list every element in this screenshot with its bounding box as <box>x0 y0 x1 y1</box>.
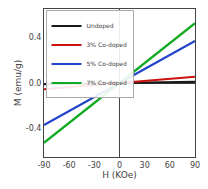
svg-text:90: 90 <box>190 161 200 170</box>
svg-text:30: 30 <box>140 161 150 170</box>
svg-text:0: 0 <box>117 161 122 170</box>
svg-text:H (KOe): H (KOe) <box>102 170 137 180</box>
svg-text:7% Co-doped: 7% Co-doped <box>87 79 128 87</box>
svg-text:-90: -90 <box>37 161 50 170</box>
svg-text:60: 60 <box>165 161 175 170</box>
svg-text:Undoped: Undoped <box>87 22 114 30</box>
svg-text:5% Co-doped: 5% Co-doped <box>87 60 128 68</box>
svg-text:3% Co-doped: 3% Co-doped <box>87 41 128 49</box>
svg-text:M (emu/g): M (emu/g) <box>13 60 23 106</box>
svg-text:0.0: 0.0 <box>29 79 42 88</box>
svg-text:0.4: 0.4 <box>29 33 42 42</box>
svg-text:-30: -30 <box>88 161 101 170</box>
svg-text:-0.4: -0.4 <box>26 124 42 133</box>
svg-text:-60: -60 <box>63 161 76 170</box>
